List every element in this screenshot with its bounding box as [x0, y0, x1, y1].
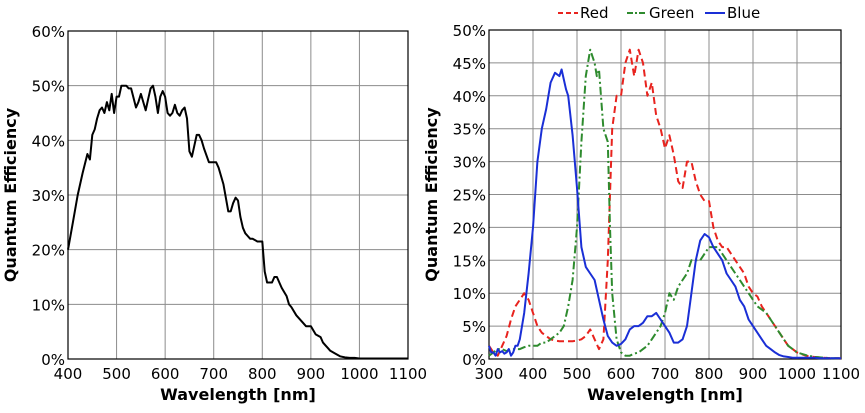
chart1-series-mono — [67, 84, 408, 360]
chart1-x-tick-900: 900 — [297, 365, 326, 383]
chart2-y-tick-10: 50% — [453, 22, 486, 40]
chart1-y-tick-0: 0% — [41, 351, 65, 369]
chart1-y-tick-2: 20% — [32, 242, 65, 260]
chart2-x-tick-900: 900 — [739, 365, 768, 383]
right-chart: 300 400 500 600 700 800 900 1000 1100 0% 5% 10% 15% 2… — [422, 22, 860, 404]
chart2-y-tick-6: 30% — [453, 154, 486, 172]
chart1-x-tick-600: 600 — [151, 365, 180, 383]
chart2-series-green — [488, 48, 841, 360]
chart1-x-tick-800: 800 — [248, 365, 277, 383]
chart1-x-tick-1000: 1000 — [340, 365, 378, 383]
chart1-y-tick-1: 10% — [32, 296, 65, 314]
chart1-plot-frame — [67, 30, 409, 360]
chart2-y-tick-4: 20% — [453, 219, 486, 237]
chart2-x-tick-700: 700 — [651, 365, 680, 383]
chart2-plot-frame — [488, 29, 842, 360]
chart2-y-tick-0: 0% — [462, 351, 486, 369]
chart1-x-tick-700: 700 — [199, 365, 228, 383]
chart2-x-tick-600: 600 — [607, 365, 636, 383]
chart1-y-axis-title: Quantum Efficiency — [1, 107, 20, 282]
chart2-y-tick-9: 45% — [453, 55, 486, 73]
chart2-x-tick-1000: 1000 — [778, 365, 816, 383]
chart1-x-tick-1100: 1100 — [389, 365, 427, 383]
chart1-x-axis-title: Wavelength [nm] — [160, 385, 316, 404]
chart1-y-tick-6: 60% — [32, 23, 65, 41]
chart2-x-tick-300: 300 — [475, 365, 504, 383]
chart2-x-tick-400: 400 — [519, 365, 548, 383]
chart1-y-tick-4: 40% — [32, 132, 65, 150]
chart2-y-tick-1: 5% — [462, 318, 486, 336]
legend-label-blue: Blue — [727, 4, 760, 22]
chart2-x-tick-1100: 1100 — [822, 365, 860, 383]
legend-label-green: Green — [649, 4, 694, 22]
chart1-y-tick-3: 30% — [32, 187, 65, 205]
chart2-y-axis-title: Quantum Efficiency — [422, 107, 441, 282]
chart2-x-tick-800: 800 — [695, 365, 724, 383]
chart2-y-tick-3: 15% — [453, 252, 486, 270]
chart2-series-red — [488, 48, 841, 360]
legend-label-red: Red — [580, 4, 609, 22]
chart2-x-tick-500: 500 — [563, 365, 592, 383]
chart2-series-blue — [488, 68, 841, 360]
chart2-y-tick-7: 35% — [453, 121, 486, 139]
chart2-x-axis-title: Wavelength [nm] — [587, 385, 743, 404]
chart1-x-tick-400: 400 — [54, 365, 83, 383]
chart2-y-tick-2: 10% — [453, 285, 486, 303]
legend: Red Green Blue — [558, 4, 760, 22]
chart2-y-tick-5: 25% — [453, 187, 486, 205]
chart1-x-tick-500: 500 — [102, 365, 131, 383]
left-chart: 400 500 600 700 800 900 1000 1100 0% 10% 20% 30% 40%… — [1, 23, 427, 404]
chart1-y-tick-5: 50% — [32, 78, 65, 96]
chart2-y-tick-8: 40% — [453, 88, 486, 106]
